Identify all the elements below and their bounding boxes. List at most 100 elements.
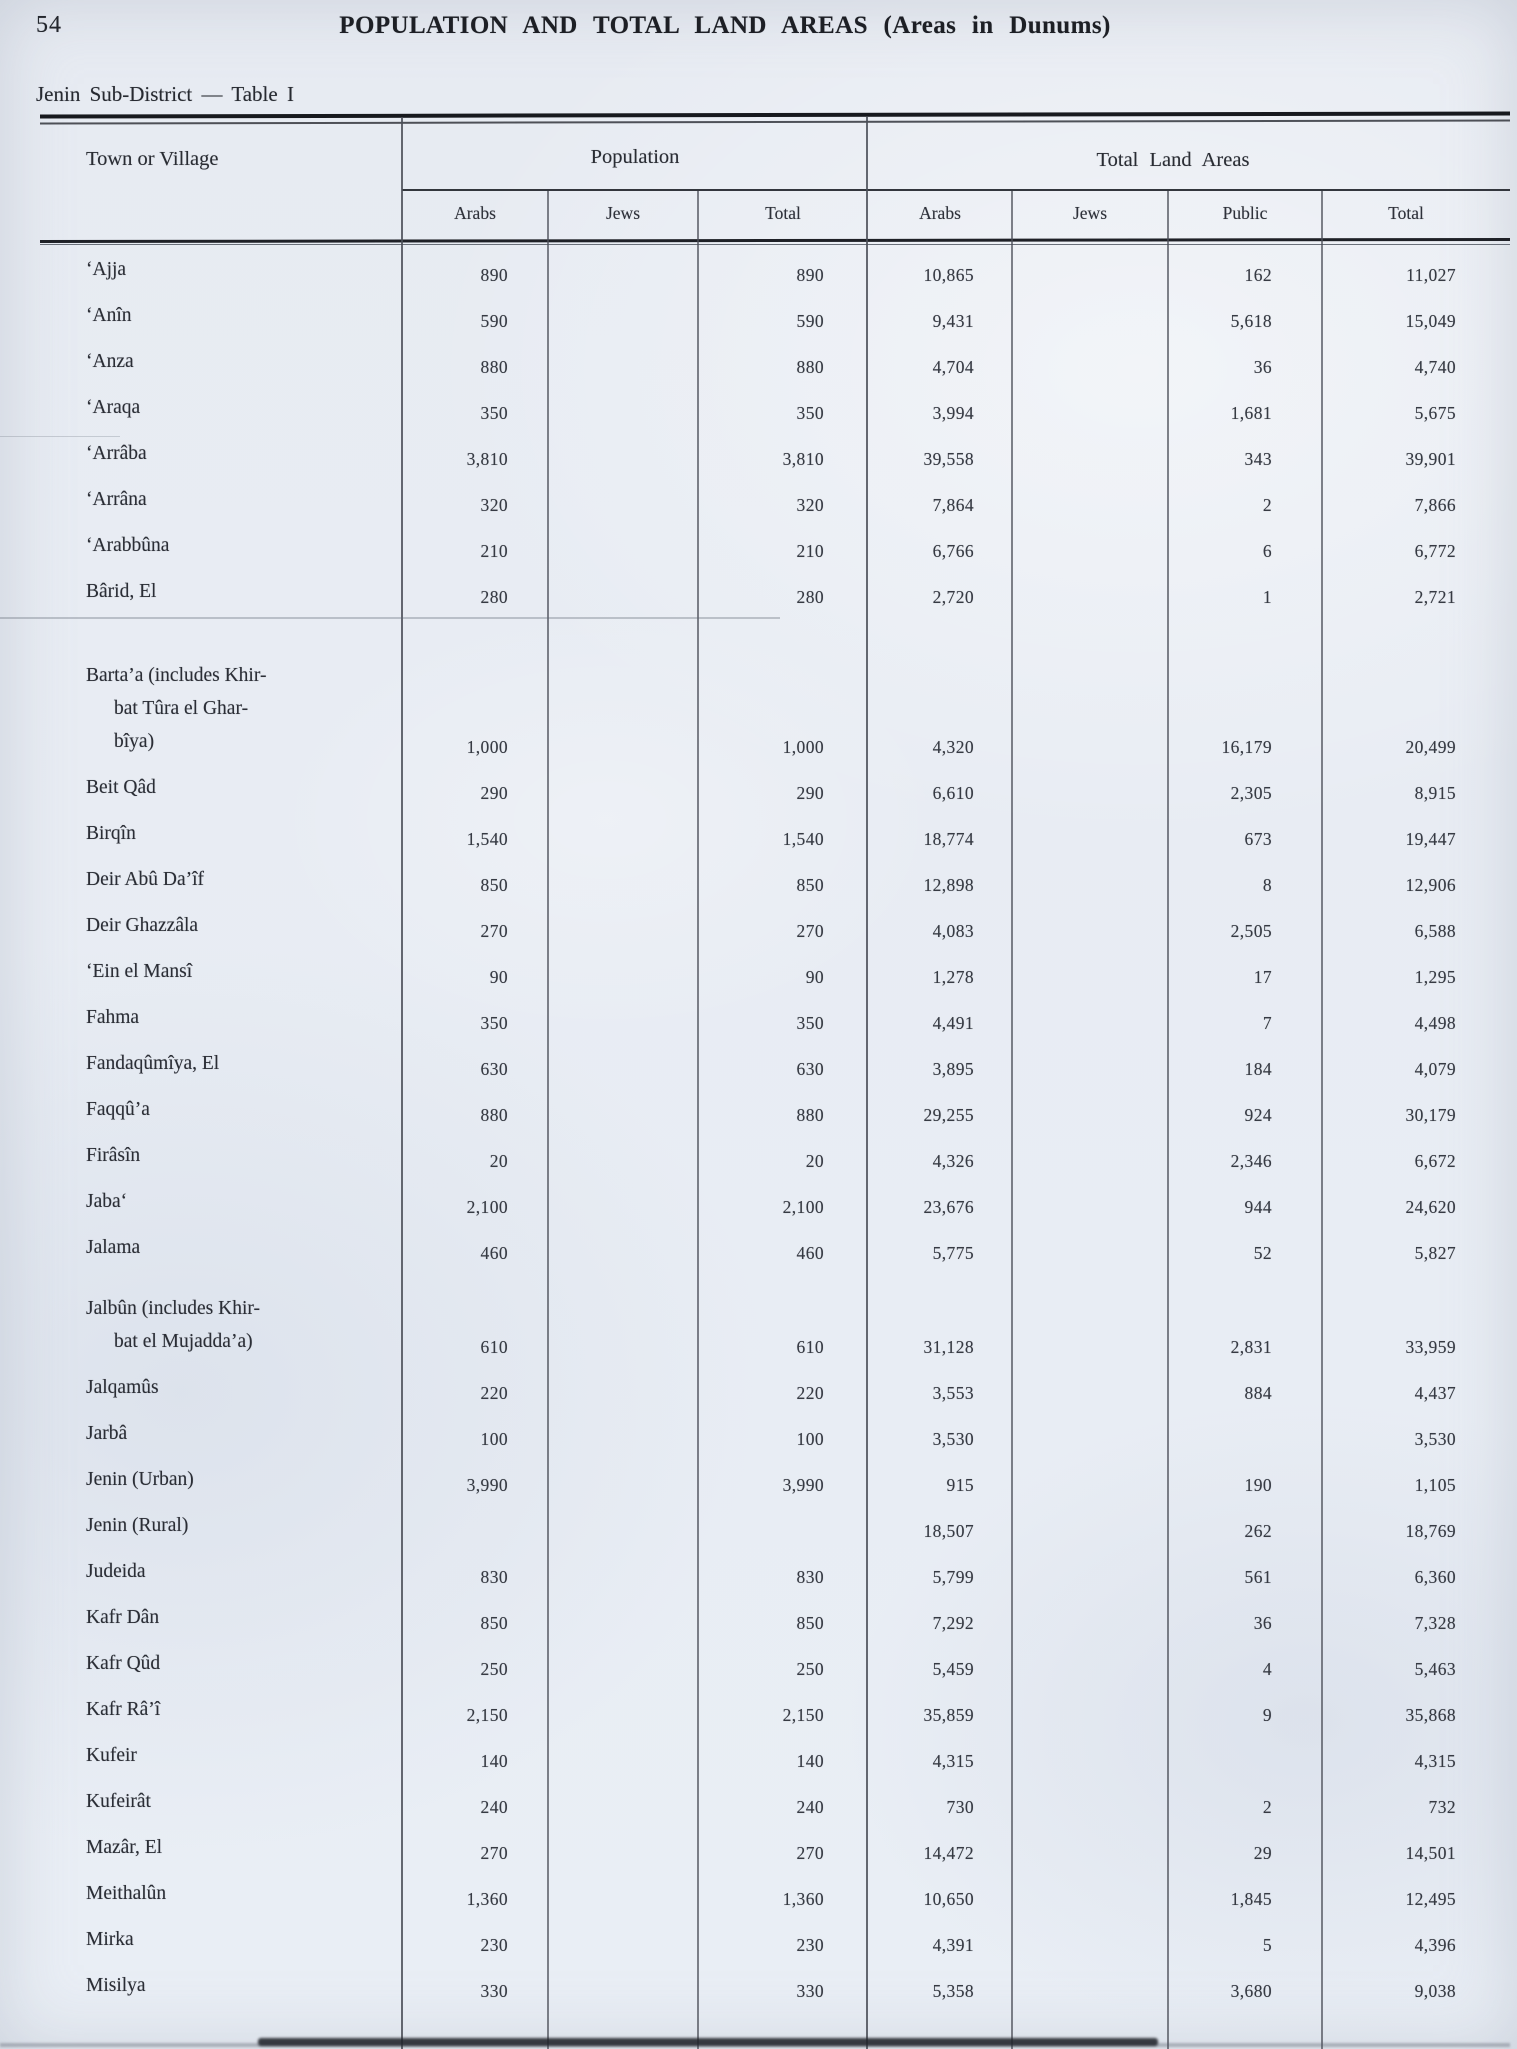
cell-pop-total: 1,540	[782, 829, 824, 849]
cell-land-arabs: 35,859	[923, 1705, 974, 1725]
village-name-line: Beit Qâd	[86, 777, 156, 798]
cell-land-arabs: 1,278	[932, 967, 974, 987]
village-name-cell: ‘Anîn	[40, 299, 402, 340]
divider-land-public-total	[1321, 191, 1323, 2049]
scan-artifact-line	[0, 617, 780, 619]
village-name-line: Jarbâ	[86, 1423, 128, 1444]
subheader-land-arabs: Arabs	[919, 203, 961, 223]
cell-pop-total: 2,100	[782, 1197, 824, 1217]
cell-pop-arabs: 210	[480, 541, 508, 561]
cell-pop-total: 250	[796, 1659, 824, 1679]
cell-land-jews	[1012, 378, 1168, 386]
cell-land-arabs: 730	[946, 1797, 974, 1817]
group-header-underline	[402, 189, 1510, 191]
cell-pop-total: 460	[796, 1243, 824, 1263]
village-name-line: Barta’a (includes Khir-	[86, 665, 267, 686]
page-title: POPULATION AND TOTAL LAND AREAS (Areas i…	[339, 12, 1111, 39]
cell-land-jews	[1012, 516, 1168, 524]
cell-pop-arabs: 250	[480, 1659, 508, 1679]
cell-land-jews	[1012, 2002, 1168, 2010]
subheader-land-total: Total	[1388, 203, 1424, 223]
cell-land-jews	[1012, 1588, 1168, 1596]
cell-land-public: 29	[1253, 1843, 1272, 1863]
village-name-cell: Fandaqûmîya, El	[40, 1047, 402, 1088]
cell-land-arabs: 3,553	[932, 1383, 974, 1403]
village-name-line: bat Tûra el Ghar-	[114, 698, 249, 719]
table-row: Jaba‘ 2,100 2,100 23,676 944 24,620	[40, 1180, 1510, 1226]
cell-pop-jews	[548, 1680, 698, 1688]
cell-land-arabs: 3,530	[932, 1429, 974, 1449]
cell-pop-jews	[548, 1450, 698, 1458]
cell-land-jews	[1012, 1956, 1168, 1964]
table-body: ‘Ajja 890 890 10,865 162 11,027 ‘Anîn 590 590 9,4…	[40, 248, 1510, 2010]
village-name-line: Misilya	[86, 1975, 146, 1996]
village-name-cell: Mirka	[40, 1923, 402, 1964]
cell-pop-arabs: 20	[489, 1151, 508, 1171]
cell-land-arabs: 5,358	[932, 1981, 974, 2001]
cell-pop-arabs: 880	[480, 1105, 508, 1125]
top-rule-thin	[39, 119, 1511, 125]
cell-land-public: 9	[1262, 1705, 1272, 1725]
cell-pop-jews	[548, 332, 698, 340]
village-name-line: ‘Ein el Mansî	[86, 961, 193, 982]
cell-land-arabs: 7,864	[932, 495, 974, 515]
village-name-line: Kafr Dân	[86, 1607, 160, 1628]
cell-pop-jews	[548, 1542, 698, 1550]
village-name-cell: Birqîn	[40, 817, 402, 858]
cell-land-total: 11,027	[1406, 265, 1456, 285]
village-name-cell: Jalama	[40, 1231, 402, 1272]
cell-land-arabs: 6,766	[932, 541, 974, 561]
village-name-line: Deir Abû Da’îf	[86, 869, 205, 890]
village-name-cell: Faqqû’a	[40, 1093, 402, 1134]
village-name-line: Mirka	[86, 1929, 134, 1950]
cell-land-arabs: 29,255	[923, 1105, 974, 1125]
village-name-line: Kufeirât	[86, 1791, 151, 1812]
cell-pop-arabs: 1,540	[466, 829, 508, 849]
cell-land-total: 24,620	[1405, 1197, 1456, 1217]
cell-pop-jews	[548, 1264, 698, 1272]
cell-pop-arabs: 140	[480, 1751, 508, 1771]
village-name-line: ‘Arrâba	[86, 443, 147, 464]
cell-land-public: 2,831	[1230, 1337, 1272, 1357]
cell-land-total: 18,769	[1405, 1521, 1456, 1541]
village-name-line: Jalqamûs	[86, 1377, 159, 1398]
cell-land-arabs: 5,459	[932, 1659, 974, 1679]
cell-pop-total: 20	[805, 1151, 824, 1171]
village-name-cell: Kufeir	[40, 1739, 402, 1780]
cell-pop-arabs: 460	[480, 1243, 508, 1263]
village-name-cell: Beit Qâd	[40, 771, 402, 812]
cell-pop-total: 3,990	[782, 1475, 824, 1495]
cell-pop-arabs	[402, 1542, 548, 1550]
village-name-cell: Jarbâ	[40, 1417, 402, 1458]
village-name-cell: Firâsîn	[40, 1139, 402, 1180]
table-row: Misilya 330 330 5,358 3,680 9,038	[40, 1964, 1510, 2010]
cell-land-public: 944	[1244, 1197, 1272, 1217]
cell-pop-jews	[548, 1218, 698, 1226]
cell-land-total: 19,447	[1405, 829, 1456, 849]
village-name-line: ‘Anza	[86, 351, 134, 372]
subheader-land-public: Public	[1222, 203, 1268, 223]
cell-land-arabs: 18,774	[923, 829, 974, 849]
cell-pop-total	[698, 1542, 868, 1550]
cell-pop-jews	[548, 1818, 698, 1826]
village-name-line: ‘Araqa	[86, 397, 141, 418]
cell-pop-arabs: 850	[480, 875, 508, 895]
cell-pop-jews	[548, 608, 698, 616]
cell-pop-arabs: 610	[480, 1337, 508, 1357]
subheader-pop-jews: Jews	[605, 203, 641, 223]
cell-pop-jews	[548, 1726, 698, 1734]
cell-land-public: 184	[1244, 1059, 1272, 1079]
cell-land-arabs: 4,704	[932, 357, 974, 377]
village-name-line: bîya)	[114, 731, 155, 752]
cell-land-total: 30,179	[1405, 1105, 1456, 1125]
cell-pop-total: 830	[796, 1567, 824, 1587]
cell-land-public	[1168, 1450, 1322, 1458]
cell-pop-total: 850	[796, 1613, 824, 1633]
table-row: ‘Araqa 350 350 3,994 1,681 5,675	[40, 386, 1510, 432]
cell-land-total: 6,588	[1414, 921, 1456, 941]
village-name-line: Jenin (Urban)	[86, 1469, 194, 1490]
cell-land-public: 3,680	[1230, 1981, 1272, 2001]
cell-land-arabs: 14,472	[923, 1843, 974, 1863]
table-row: ‘Anîn 590 590 9,431 5,618 15,049	[40, 294, 1510, 340]
group-header-population: Population	[590, 146, 680, 168]
